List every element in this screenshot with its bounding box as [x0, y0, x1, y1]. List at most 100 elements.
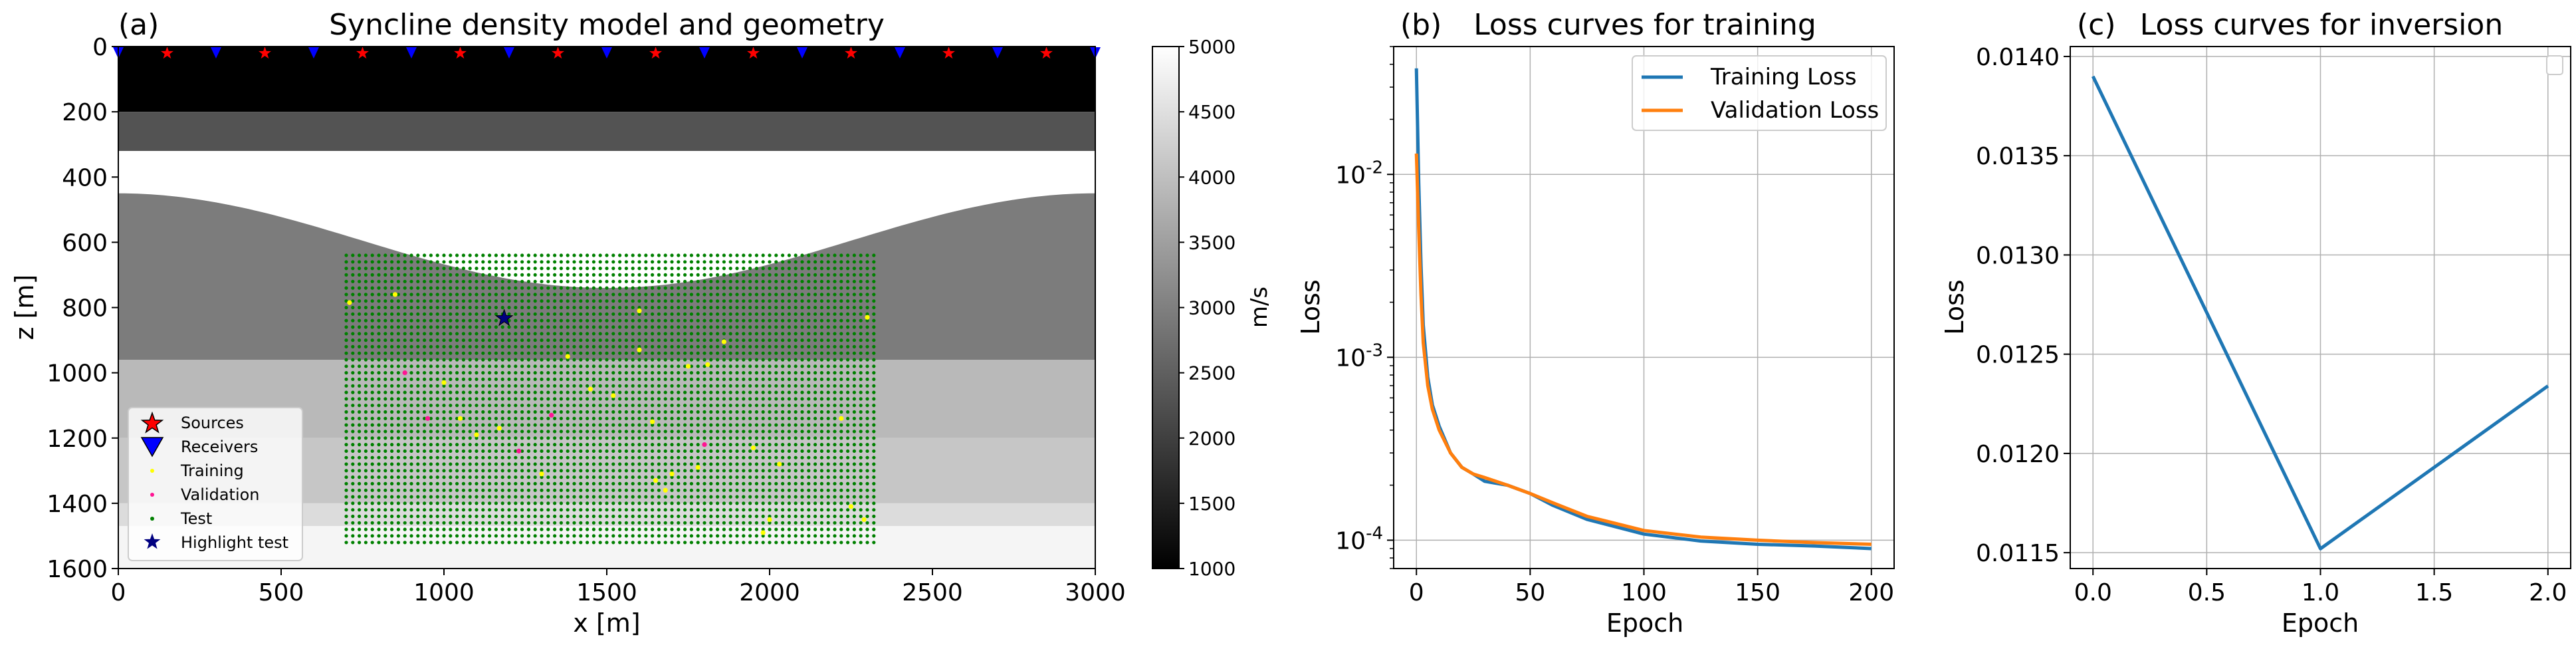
legend-label-validation-loss: Validation Loss — [1711, 97, 1879, 124]
test-point — [631, 469, 635, 473]
test-point — [768, 488, 772, 492]
test-point — [553, 351, 557, 355]
test-point — [540, 358, 544, 362]
test-point — [377, 514, 381, 519]
test-point — [689, 305, 693, 310]
test-point — [872, 469, 876, 473]
test-point — [566, 521, 570, 525]
test-point — [702, 397, 706, 401]
test-point — [754, 404, 758, 408]
test-point — [468, 253, 472, 257]
test-point — [468, 521, 472, 525]
test-point — [624, 344, 629, 349]
test-point — [520, 534, 524, 538]
test-point — [742, 260, 746, 264]
test-point — [475, 416, 479, 420]
test-point — [846, 404, 850, 408]
test-point — [591, 312, 596, 316]
test-point — [742, 390, 746, 394]
test-point — [358, 377, 362, 382]
test-point — [370, 305, 374, 310]
test-point — [852, 430, 856, 434]
test-point — [611, 305, 615, 310]
test-point — [794, 364, 798, 368]
acquisition-geometry — [113, 47, 1101, 326]
test-point — [481, 397, 485, 401]
test-point — [488, 443, 492, 447]
test-point — [742, 436, 746, 440]
test-point — [514, 273, 518, 277]
test-point — [468, 469, 472, 473]
test-point — [468, 312, 472, 316]
test-point — [566, 351, 570, 355]
test-point — [390, 508, 394, 512]
test-point — [344, 455, 348, 459]
test-point — [500, 332, 504, 336]
test-point — [442, 541, 446, 545]
test-point — [461, 423, 466, 427]
test-point — [865, 273, 869, 277]
test-point — [800, 436, 804, 440]
test-point — [826, 462, 830, 466]
test-point — [566, 286, 570, 290]
test-point — [526, 501, 531, 505]
test-point — [488, 344, 492, 349]
test-point — [611, 495, 615, 499]
test-point — [435, 293, 439, 297]
test-point — [605, 384, 609, 388]
test-point — [644, 377, 648, 382]
test-point — [481, 423, 485, 427]
test-point — [429, 305, 433, 310]
test-point — [663, 501, 667, 505]
test-point — [435, 501, 439, 505]
test-point — [605, 410, 609, 414]
test-point — [488, 338, 492, 342]
test-point — [429, 351, 433, 355]
test-point — [728, 319, 732, 323]
test-point — [520, 312, 524, 316]
panel-b-letter: (b) — [1400, 8, 1442, 42]
test-point — [677, 273, 681, 277]
test-point — [500, 305, 504, 310]
test-point — [689, 371, 693, 375]
test-point — [819, 541, 823, 545]
test-point — [709, 384, 713, 388]
test-point — [442, 286, 446, 290]
test-point — [807, 469, 811, 473]
test-point — [586, 462, 590, 466]
test-point — [683, 267, 687, 271]
test-point — [423, 279, 427, 283]
test-point — [709, 416, 713, 420]
test-point — [605, 371, 609, 375]
test-point — [846, 423, 850, 427]
test-point — [677, 305, 681, 310]
test-point — [526, 260, 531, 264]
test-point — [852, 338, 856, 342]
test-point — [709, 475, 713, 479]
test-point — [709, 534, 713, 538]
test-point — [781, 455, 785, 459]
test-point — [566, 299, 570, 303]
test-point — [670, 299, 674, 303]
test-point — [344, 319, 348, 323]
test-point — [546, 299, 550, 303]
test-point — [826, 443, 830, 447]
test-point — [728, 481, 732, 486]
test-point — [579, 325, 583, 329]
test-point — [481, 260, 485, 264]
test-point — [852, 384, 856, 388]
test-point — [611, 475, 615, 479]
test-point — [872, 377, 876, 382]
test-point — [813, 416, 817, 420]
test-point — [370, 273, 374, 277]
test-point — [754, 488, 758, 492]
test-point — [435, 488, 439, 492]
test-point — [761, 293, 765, 297]
test-point — [507, 508, 511, 512]
test-point — [409, 351, 413, 355]
test-point — [429, 443, 433, 447]
test-point — [794, 527, 798, 531]
test-point — [651, 260, 655, 264]
test-point — [416, 332, 420, 336]
test-point — [781, 364, 785, 368]
